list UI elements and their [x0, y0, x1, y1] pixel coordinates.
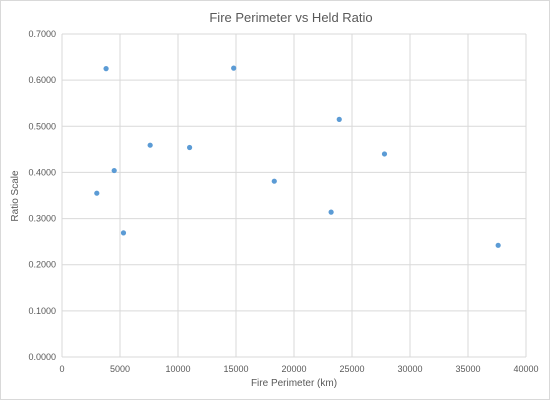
data-point	[328, 209, 334, 215]
y-tick-label: 0.1000	[28, 306, 56, 316]
data-point	[147, 142, 153, 148]
y-tick-label: 0.2000	[28, 260, 56, 270]
x-tick-label: 10000	[165, 364, 190, 374]
y-tick-label: 0.3000	[28, 214, 56, 224]
data-points	[94, 65, 501, 248]
y-axis-title: Ratio Scale	[10, 170, 21, 222]
data-point	[271, 178, 277, 184]
data-point	[381, 151, 388, 157]
data-point	[231, 65, 237, 71]
y-tick-label: 0.0000	[28, 352, 56, 362]
x-tick-label: 0	[59, 364, 64, 374]
data-point	[336, 116, 342, 122]
chart-title: Fire Perimeter vs Held Ratio	[209, 10, 372, 25]
y-tick-label: 0.6000	[28, 75, 56, 85]
x-tick-label: 30000	[397, 364, 422, 374]
x-tick-label: 15000	[223, 364, 248, 374]
x-tick-label: 35000	[455, 364, 480, 374]
y-tick-label: 0.5000	[28, 121, 56, 131]
x-tick-label: 25000	[339, 364, 364, 374]
data-point	[94, 190, 100, 196]
y-tick-label: 0.7000	[28, 29, 56, 39]
gridlines	[61, 33, 527, 358]
x-axis-title: Fire Perimeter (km)	[251, 378, 337, 389]
data-point	[111, 167, 117, 174]
y-axis-ticks: 0.0000 0.1000 0.2000 0.3000 0.4000 0.5000 0.60…	[28, 29, 56, 362]
data-point	[187, 144, 193, 151]
data-point	[120, 230, 127, 236]
data-point	[495, 242, 501, 248]
x-axis-ticks: 0 5000 10000 15000 20000 25000 30000 35000 40000	[59, 364, 538, 374]
x-tick-label: 40000	[513, 364, 538, 374]
y-tick-label: 0.4000	[28, 167, 56, 177]
x-tick-label: 5000	[110, 364, 130, 374]
data-point	[103, 66, 109, 72]
x-tick-label: 20000	[281, 364, 306, 374]
